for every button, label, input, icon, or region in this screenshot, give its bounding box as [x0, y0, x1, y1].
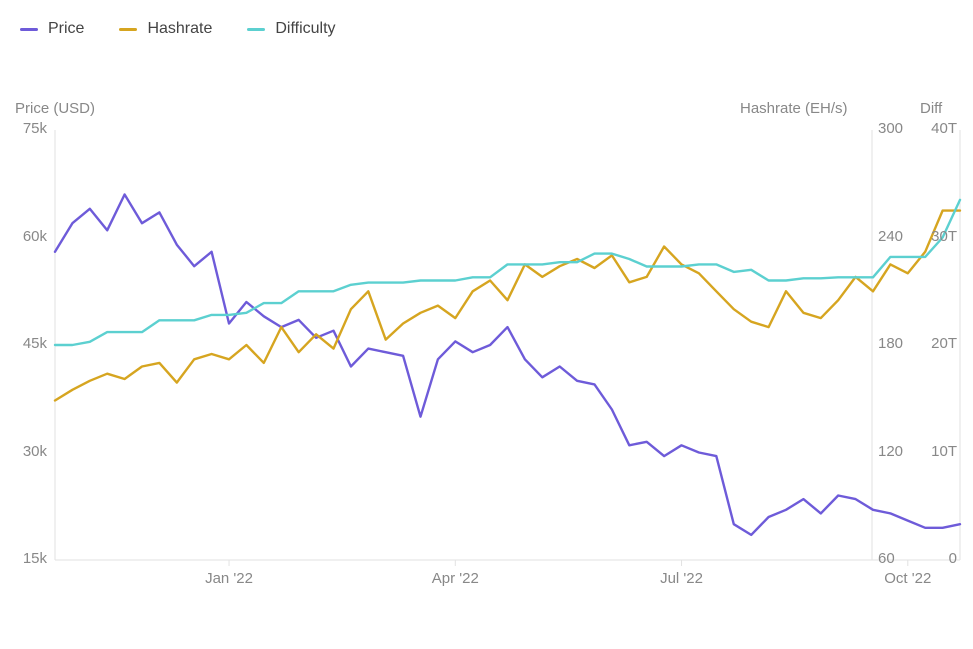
y-tick-label-price: 15k	[23, 550, 47, 567]
x-tick-label: Oct '22	[878, 570, 938, 587]
y-tick-label-difficulty: 30T	[931, 228, 957, 245]
y-tick-label-difficulty: 0	[949, 550, 957, 567]
y-tick-label-hashrate: 120	[878, 443, 903, 460]
chart-root: PriceHashrateDifficultyPrice (USD)Hashra…	[0, 0, 973, 649]
y-tick-label-difficulty: 40T	[931, 120, 957, 137]
y-tick-label-hashrate: 180	[878, 335, 903, 352]
x-tick-label: Apr '22	[425, 570, 485, 587]
y-tick-label-hashrate: 240	[878, 228, 903, 245]
y-tick-label-price: 75k	[23, 120, 47, 137]
y-tick-label-difficulty: 10T	[931, 443, 957, 460]
y-tick-label-price: 30k	[23, 443, 47, 460]
y-tick-label-hashrate: 300	[878, 120, 903, 137]
y-tick-label-price: 60k	[23, 228, 47, 245]
y-tick-label-price: 45k	[23, 335, 47, 352]
x-tick-label: Jan '22	[199, 570, 259, 587]
x-tick-label: Jul '22	[652, 570, 712, 587]
series-line-difficulty	[55, 200, 960, 345]
y-tick-label-hashrate: 60	[878, 550, 895, 567]
y-tick-label-difficulty: 20T	[931, 335, 957, 352]
chart-svg	[0, 0, 973, 649]
series-line-hashrate	[55, 211, 960, 401]
